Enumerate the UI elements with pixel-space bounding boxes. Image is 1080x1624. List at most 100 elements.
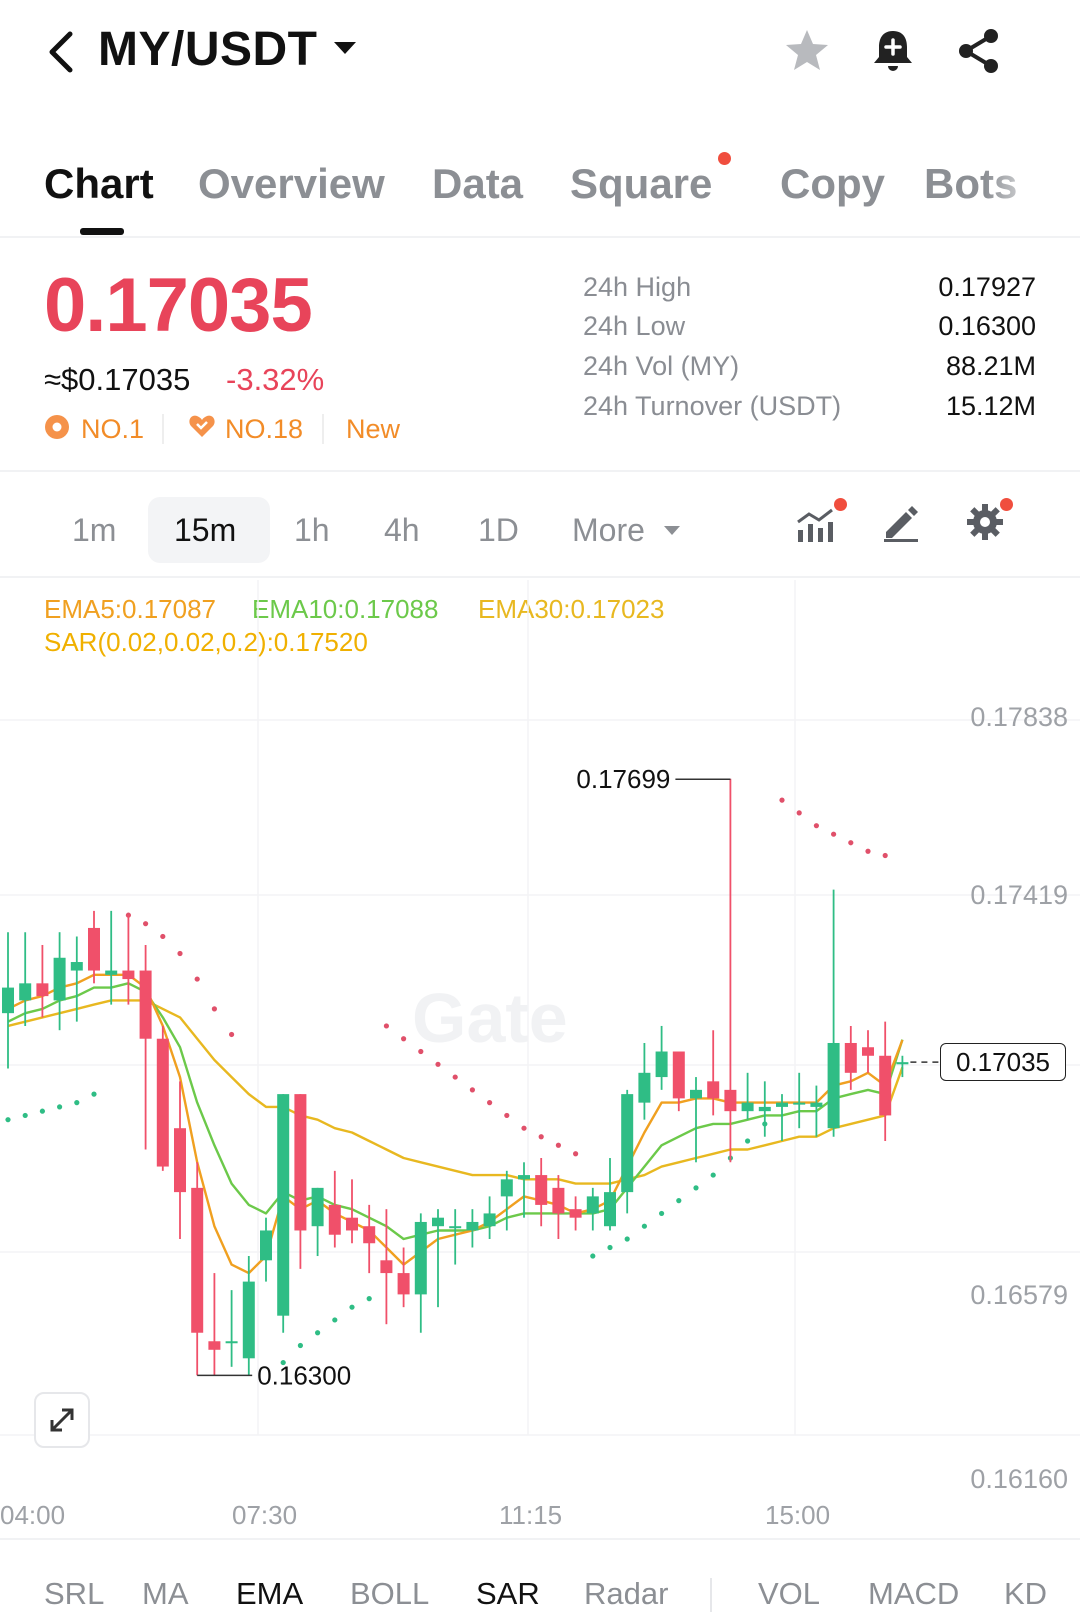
candle-body: [277, 1094, 290, 1316]
price-change: -3.32%: [226, 362, 325, 397]
indicator-chart-icon[interactable]: [796, 504, 840, 544]
candle-body: [346, 1217, 358, 1231]
y-tick-label: 0.17838: [970, 702, 1068, 732]
candle-body: [724, 1089, 737, 1112]
tab-active-indicator: [80, 228, 124, 235]
tab-overview[interactable]: Overview: [198, 160, 385, 207]
candle-body: [19, 983, 32, 1001]
draw-pen-icon[interactable]: [880, 502, 920, 542]
candle-body: [776, 1102, 788, 1107]
indicator-tab-macd[interactable]: MACD: [868, 1576, 960, 1611]
indicator-tab-radar[interactable]: Radar: [584, 1576, 669, 1611]
watermark-logo: Gate: [412, 979, 568, 1057]
candle-body: [88, 927, 100, 971]
candle-body: [655, 1051, 668, 1078]
sar-dot: [607, 1244, 613, 1251]
sar-dot: [779, 797, 785, 803]
sar-dot: [143, 921, 149, 927]
y-tick-label: 0.17419: [970, 880, 1068, 910]
candle-body: [208, 1341, 221, 1350]
notification-dot: [834, 498, 847, 511]
interval-1h[interactable]: 1h: [294, 512, 330, 548]
stat-value: 0.16300: [938, 311, 1036, 341]
candle-body: [2, 987, 14, 1014]
caret-down-icon[interactable]: [334, 42, 356, 54]
heart-badge-icon: [188, 412, 216, 440]
interval-active-bg: [148, 497, 270, 563]
indicator-tab-boll[interactable]: BOLL: [350, 1576, 430, 1611]
new-badge[interactable]: New: [346, 414, 401, 444]
price-annotations: 0.17699 0.16300: [197, 764, 940, 1390]
candle-body: [483, 1213, 496, 1227]
back-arrow-icon[interactable]: [42, 28, 82, 76]
notification-dot: [718, 152, 731, 165]
sar-dot: [177, 950, 183, 957]
candle-body: [586, 1196, 599, 1214]
candle-body: [707, 1081, 720, 1099]
tab-copy[interactable]: Copy: [780, 160, 885, 207]
share-icon[interactable]: [954, 26, 1004, 76]
sar-dot: [22, 1112, 28, 1119]
sar-dot: [401, 1036, 407, 1042]
candle-body: [500, 1179, 513, 1197]
sar-dot: [435, 1061, 441, 1067]
candle-body: [793, 1102, 806, 1105]
stat-label: 24h Turnover (USDT): [583, 391, 842, 421]
badge-separator: [322, 414, 324, 444]
ema30-legend: EMA30:0.17023: [478, 594, 665, 624]
usd-price: ≈$0.17035: [44, 362, 191, 397]
interval-15m[interactable]: 15m: [174, 512, 237, 548]
candles: [2, 778, 909, 1376]
indicator-tab-vol[interactable]: VOL: [758, 1576, 821, 1611]
candle-body: [36, 983, 49, 997]
sar-dot: [315, 1330, 321, 1336]
x-tick-label: 15:00: [765, 1500, 831, 1530]
rank-circle-icon: [44, 414, 70, 440]
sar-dot: [865, 848, 871, 854]
expand-chart-button[interactable]: [34, 1392, 90, 1448]
star-icon[interactable]: [782, 26, 832, 76]
sar-dot: [297, 1342, 303, 1349]
tab-chart[interactable]: Chart: [44, 160, 154, 207]
ema10-legend: EMA10:0.17088: [252, 594, 439, 624]
chart-grid: [0, 580, 1080, 1436]
sar-dot: [57, 1104, 63, 1110]
divider: [0, 576, 1080, 578]
sar-dot: [693, 1185, 699, 1191]
interval-more[interactable]: More: [572, 512, 645, 548]
indicator-tab-ema[interactable]: EMA: [236, 1576, 304, 1611]
candle-body: [604, 1192, 616, 1227]
category-rank-badge[interactable]: NO.18: [225, 414, 304, 444]
tab-data[interactable]: Data: [432, 160, 524, 207]
interval-1d[interactable]: 1D: [478, 512, 519, 548]
sar-dot: [487, 1100, 493, 1106]
indicator-tab-sar[interactable]: SAR: [476, 1576, 540, 1611]
y-tick-label: 0.16160: [970, 1464, 1068, 1494]
interval-4h[interactable]: 4h: [384, 512, 420, 548]
settings-gear-icon[interactable]: [966, 503, 1004, 541]
sar-dot: [676, 1198, 682, 1204]
badge-separator: [162, 414, 164, 444]
sar-dot: [624, 1236, 630, 1242]
candle-body: [432, 1217, 444, 1227]
candle-body: [70, 962, 83, 971]
sar-dot: [659, 1210, 665, 1217]
candlestick-chart[interactable]: Gate 0.17699 0.16300: [0, 580, 1080, 1520]
stat-label: 24h High: [583, 272, 692, 302]
pair-title[interactable]: MY/USDT: [98, 23, 318, 76]
interval-1m[interactable]: 1m: [72, 512, 117, 548]
candle-body: [191, 1187, 204, 1333]
indicator-tab-kd[interactable]: KD: [1004, 1576, 1048, 1611]
tab-square[interactable]: Square: [570, 160, 713, 207]
rank-badge[interactable]: NO.1: [81, 414, 145, 444]
sar-dot: [383, 1023, 389, 1029]
expand-icon: [50, 1408, 74, 1432]
sar-dots: [5, 797, 888, 1366]
high-marker-label: 0.17699: [576, 764, 670, 794]
sar-dot: [194, 976, 200, 982]
sar-dot: [280, 1359, 286, 1366]
divider: [0, 236, 1080, 238]
bell-plus-icon[interactable]: [868, 26, 918, 76]
indicator-tab-ma[interactable]: MA: [142, 1576, 189, 1611]
indicator-tab-srl[interactable]: SRL: [44, 1576, 105, 1611]
